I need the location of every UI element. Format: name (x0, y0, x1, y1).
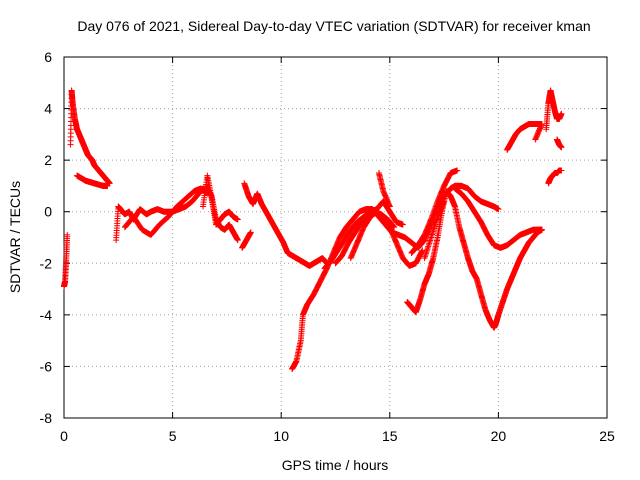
y-tick-label: -4 (40, 307, 53, 323)
chart-title: Day 076 of 2021, Sidereal Day-to-day VTE… (77, 18, 590, 34)
series-seg14 (404, 188, 545, 331)
series-seg06 (200, 172, 241, 228)
x-tick-label: 0 (60, 428, 68, 444)
series-seg08 (239, 229, 254, 251)
plot-frame (63, 56, 608, 419)
data-point (532, 136, 539, 143)
series-seg18 (504, 121, 545, 153)
data-point (558, 110, 565, 117)
y-tick-label: 6 (44, 49, 52, 65)
series-seg13 (375, 170, 393, 210)
y-axis-label: SDTVAR / TECUs (7, 181, 23, 293)
series-seg17 (421, 198, 448, 262)
x-tick-label: 25 (599, 428, 615, 444)
data-point (558, 167, 565, 174)
series-seg07 (241, 180, 330, 269)
y-tick-label: -8 (40, 410, 53, 426)
data-point (234, 237, 241, 244)
data-point (495, 206, 502, 213)
series-seg19 (543, 87, 565, 133)
data-point (538, 226, 545, 233)
data-point (454, 167, 461, 174)
y-tick-label: 0 (44, 204, 52, 220)
x-tick-label: 5 (169, 428, 177, 444)
data-point (64, 231, 71, 238)
series-seg15 (408, 167, 461, 256)
y-tick-label: -6 (40, 358, 53, 374)
data-marks (61, 87, 565, 373)
data-point (386, 203, 393, 210)
data-point (441, 198, 448, 205)
data-point (558, 144, 565, 151)
data-point (104, 182, 111, 189)
y-tick-label: 4 (44, 101, 52, 117)
x-tick-label: 20 (491, 428, 507, 444)
data-point (247, 229, 254, 236)
series-seg01 (61, 231, 71, 290)
data-point (399, 221, 406, 228)
data-point (234, 216, 241, 223)
series-seg03 (74, 172, 111, 189)
series-seg02 (67, 87, 113, 187)
y-tick-label: -2 (40, 255, 53, 271)
x-tick-label: 10 (273, 428, 289, 444)
x-tick-label: 15 (382, 428, 398, 444)
series-seg12 (347, 208, 426, 269)
x-axis-label: GPS time / hours (282, 457, 389, 473)
series-seg21 (554, 136, 565, 151)
series-seg16 (451, 185, 545, 251)
y-tick-label: 2 (44, 152, 52, 168)
series-seg20 (545, 167, 565, 187)
